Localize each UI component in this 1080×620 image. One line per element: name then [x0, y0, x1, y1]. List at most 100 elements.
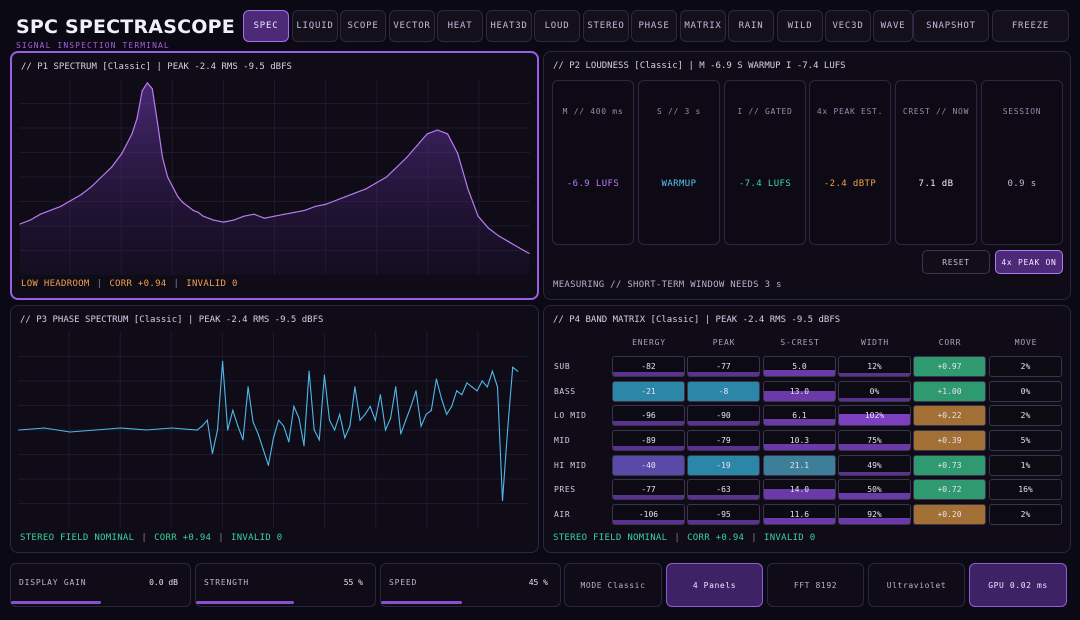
spectrum-point	[223, 221, 225, 223]
spectrum-point	[177, 196, 179, 198]
spectrum-point	[304, 209, 306, 211]
panels-button[interactable]: 4 Panels	[666, 563, 763, 607]
theme-button[interactable]: Ultraviolet	[868, 563, 965, 607]
tab-liquid[interactable]: LIQUID	[292, 10, 338, 42]
phase-point	[328, 419, 331, 421]
matrix-cell-fill	[839, 398, 910, 401]
phase-point	[252, 421, 254, 423]
tab-vector[interactable]: VECTOR	[389, 10, 435, 42]
fft-size-button[interactable]: FFT 8192	[767, 563, 864, 607]
matrix-cell: 2%	[989, 405, 1062, 426]
phase-point	[507, 429, 509, 431]
tab-wave[interactable]: WAVE	[873, 10, 913, 42]
spectrum-point	[100, 176, 103, 178]
matrix-cell-value: -40	[641, 461, 656, 470]
tab-wild[interactable]: WILD	[777, 10, 823, 42]
mode-button[interactable]: MODE Classic	[564, 563, 662, 607]
status-corr: CORR +0.94	[154, 533, 212, 543]
matrix-cell: +0.72	[913, 479, 986, 500]
spectrum-point	[60, 205, 62, 207]
matrix-cell: -19	[687, 455, 760, 476]
speed-fill	[381, 601, 462, 604]
matrix-cell-value: 0%	[1020, 387, 1031, 396]
spectrum-point	[355, 192, 357, 194]
loudness-reset-button[interactable]: RESET	[922, 250, 990, 274]
phase-point	[267, 464, 270, 466]
matrix-row-label: LO MID	[554, 411, 587, 420]
tab-heat3d[interactable]: HEAT3D	[486, 10, 532, 42]
band-matrix-panel-title: // P4 BAND MATRIX [Classic] | PEAK -2.4 …	[553, 315, 841, 325]
tab-matrix[interactable]: MATRIX	[680, 10, 726, 42]
matrix-cell: +0.97	[913, 356, 986, 377]
phase-point	[262, 449, 264, 451]
spectrum-point	[253, 213, 255, 215]
loudness-panel[interactable]: // P2 LOUDNESS [Classic] | M -6.9 S WARM…	[543, 51, 1071, 300]
matrix-cell-value: 50%	[867, 485, 882, 494]
phase-point	[410, 405, 412, 408]
spectrum-point	[187, 205, 189, 207]
spectrum-point	[477, 215, 479, 217]
tab-heat[interactable]: HEAT	[437, 10, 483, 42]
gpu-timing-button[interactable]: GPU 0.02 ms	[969, 563, 1067, 607]
tab-rain[interactable]: RAIN	[728, 10, 774, 42]
strength-slider[interactable]: STRENGTH 55 %	[195, 563, 376, 607]
matrix-cell-value: +1.00	[937, 387, 962, 396]
spectrum-fill	[20, 82, 529, 275]
spectrum-panel[interactable]: // P1 SPECTRUM [Classic] | PEAK -2.4 RMS…	[10, 51, 539, 300]
band-matrix-panel[interactable]: // P4 BAND MATRIX [Classic] | PEAK -2.4 …	[543, 305, 1071, 553]
spectrum-point	[202, 215, 204, 217]
matrix-cell-value: -77	[641, 485, 656, 494]
spectrum-line	[19, 81, 530, 254]
tab-loud[interactable]: LOUD	[534, 10, 580, 42]
phase-point	[359, 419, 361, 421]
phase-point	[405, 419, 407, 421]
freeze-button[interactable]: FREEZE	[992, 10, 1069, 42]
matrix-cell: -8	[687, 381, 760, 402]
card-value: -7.4 LUFS	[738, 179, 792, 189]
tab-phase[interactable]: PHASE	[631, 10, 677, 42]
phase-point	[206, 419, 208, 421]
tab-stereo[interactable]: STEREO	[583, 10, 629, 42]
loudness-card-crest: CREST // NOW 7.1 dB	[895, 80, 977, 245]
matrix-cell-value: 1%	[1020, 461, 1031, 470]
spectrum-point	[151, 88, 153, 90]
phase-point	[344, 437, 346, 439]
speed-slider[interactable]: SPEED 45 %	[380, 563, 561, 607]
card-value: -6.9 LUFS	[566, 179, 620, 189]
phase-point	[171, 427, 173, 429]
matrix-cell-fill	[688, 446, 759, 450]
matrix-column-header: S-CREST	[780, 338, 820, 347]
matrix-cell: -63	[687, 479, 760, 500]
true-peak-toggle[interactable]: 4x PEAK ON	[995, 250, 1063, 274]
strength-fill	[196, 601, 295, 604]
snapshot-button[interactable]: SNAPSHOT	[913, 10, 989, 42]
tab-vec3d[interactable]: VEC3D	[825, 10, 871, 42]
phase-point	[476, 390, 478, 392]
phase-point	[369, 405, 371, 408]
phase-panel[interactable]: // P3 PHASE SPECTRUM [Classic] | PEAK -2…	[10, 305, 539, 553]
spectrum-point	[487, 227, 489, 229]
phase-point	[379, 394, 381, 396]
matrix-cell: -79	[687, 430, 760, 451]
app-subtitle: SIGNAL INSPECTION TERMINAL	[16, 41, 170, 50]
loudness-card-momentary: M // 400 ms -6.9 LUFS	[552, 80, 634, 245]
display-gain-slider[interactable]: DISPLAY GAIN 0.0 dB	[10, 563, 191, 607]
phase-point	[293, 405, 295, 408]
phase-point	[333, 429, 336, 431]
matrix-cell: 16%	[989, 479, 1062, 500]
tab-scope[interactable]: SCOPE	[340, 10, 386, 42]
phase-point	[466, 382, 468, 384]
matrix-row-label: AIR	[554, 510, 571, 519]
matrix-row-label: SUB	[554, 362, 571, 371]
status-low-headroom: LOW HEADROOM	[21, 279, 90, 289]
phase-point	[481, 380, 483, 382]
strength-value: 55 %	[343, 578, 363, 587]
spectrum-point	[212, 219, 215, 221]
spectrum-point	[121, 152, 123, 155]
loudness-panel-title: // P2 LOUDNESS [Classic] | M -6.9 S WARM…	[553, 61, 846, 71]
tab-spec[interactable]: SPEC	[243, 10, 289, 42]
matrix-cell-value: -21	[641, 387, 656, 396]
matrix-cell-fill	[613, 372, 684, 376]
phase-point	[496, 386, 499, 388]
spectrum-point	[457, 152, 459, 155]
